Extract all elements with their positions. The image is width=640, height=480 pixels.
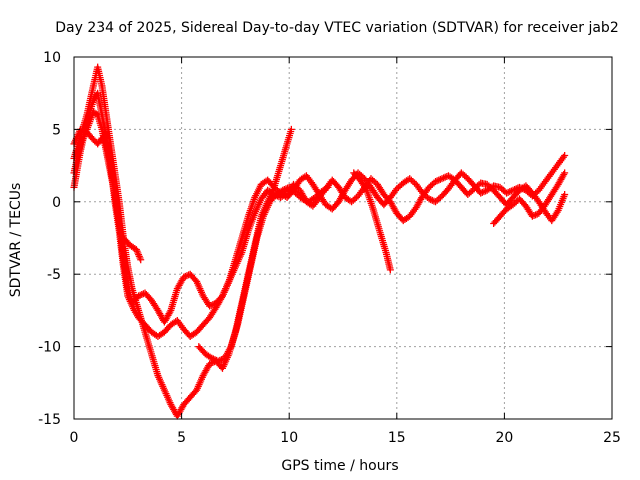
grid bbox=[74, 57, 612, 419]
data-point bbox=[504, 188, 512, 196]
y-tick-label: 0 bbox=[52, 195, 61, 211]
data-point bbox=[430, 197, 438, 205]
data-point bbox=[181, 272, 189, 280]
y-tick-label: -5 bbox=[47, 267, 61, 283]
data-point bbox=[180, 273, 188, 281]
data-point bbox=[432, 178, 440, 186]
data-point bbox=[512, 185, 520, 193]
plot-frame bbox=[73, 56, 613, 420]
data-point bbox=[324, 183, 332, 191]
data-point bbox=[211, 356, 219, 364]
data-point bbox=[298, 195, 306, 203]
y-tick-label: 5 bbox=[52, 122, 61, 138]
x-tick-label: 25 bbox=[603, 430, 621, 446]
data-point bbox=[217, 356, 225, 364]
x-tick-label: 0 bbox=[70, 430, 79, 446]
data-point bbox=[206, 302, 214, 310]
axis-ticks: 0 5 10 15 20 25 -15 -10 -5 0 5 10 bbox=[38, 50, 621, 446]
data-point bbox=[503, 189, 511, 197]
y-axis-label: SDTVAR / TECUs bbox=[8, 183, 24, 298]
y-tick-label: 10 bbox=[43, 50, 61, 66]
data-point bbox=[435, 176, 443, 184]
data-point bbox=[560, 170, 568, 178]
data-point bbox=[530, 212, 538, 220]
data-point bbox=[478, 188, 486, 196]
data-point bbox=[561, 169, 569, 177]
data-point bbox=[427, 196, 435, 204]
chart-title: Day 234 of 2025, Sidereal Day-to-day VTE… bbox=[55, 20, 618, 36]
data-point bbox=[208, 354, 216, 362]
data-point bbox=[561, 191, 569, 199]
data-point bbox=[506, 188, 514, 196]
data-point bbox=[511, 185, 519, 193]
data-point bbox=[280, 185, 288, 193]
data-point bbox=[206, 360, 214, 368]
data-point bbox=[509, 186, 517, 194]
x-tick-label: 20 bbox=[495, 430, 513, 446]
data-point bbox=[322, 184, 330, 192]
data-point bbox=[433, 177, 441, 185]
data-point bbox=[101, 138, 109, 146]
x-tick-label: 15 bbox=[388, 430, 406, 446]
data-point bbox=[480, 188, 488, 196]
x-tick-label: 10 bbox=[280, 430, 298, 446]
data-point bbox=[507, 187, 515, 195]
y-tick-label: -10 bbox=[38, 340, 61, 356]
data-point bbox=[226, 344, 234, 352]
x-axis-label: GPS time / hours bbox=[281, 458, 398, 474]
data-point bbox=[300, 196, 308, 204]
data-point bbox=[425, 195, 433, 203]
data-point bbox=[209, 301, 217, 309]
data-point bbox=[137, 256, 145, 264]
plot-series bbox=[70, 63, 569, 420]
data-point bbox=[287, 125, 295, 133]
data-point bbox=[214, 357, 222, 365]
data-point bbox=[561, 151, 569, 159]
data-point bbox=[519, 185, 527, 193]
data-point bbox=[135, 292, 143, 300]
data-point bbox=[386, 266, 394, 274]
y-tick-label: -15 bbox=[38, 412, 61, 428]
data-point bbox=[207, 301, 215, 309]
data-point bbox=[528, 212, 536, 220]
data-point bbox=[515, 183, 523, 191]
data-point bbox=[517, 184, 525, 192]
data-point bbox=[436, 175, 444, 183]
data-point bbox=[475, 180, 483, 188]
data-point bbox=[440, 174, 448, 182]
data-point bbox=[438, 175, 446, 183]
data-point bbox=[532, 211, 540, 219]
data-point bbox=[477, 189, 485, 197]
data-point bbox=[279, 186, 287, 194]
data-point bbox=[136, 291, 144, 299]
data-point bbox=[284, 184, 292, 192]
data-point bbox=[80, 127, 88, 135]
data-point bbox=[216, 356, 224, 364]
x-tick-label: 5 bbox=[177, 430, 186, 446]
data-point bbox=[209, 355, 217, 363]
data-point bbox=[78, 126, 86, 134]
data-point bbox=[166, 308, 174, 316]
series-trace-d bbox=[70, 125, 569, 365]
